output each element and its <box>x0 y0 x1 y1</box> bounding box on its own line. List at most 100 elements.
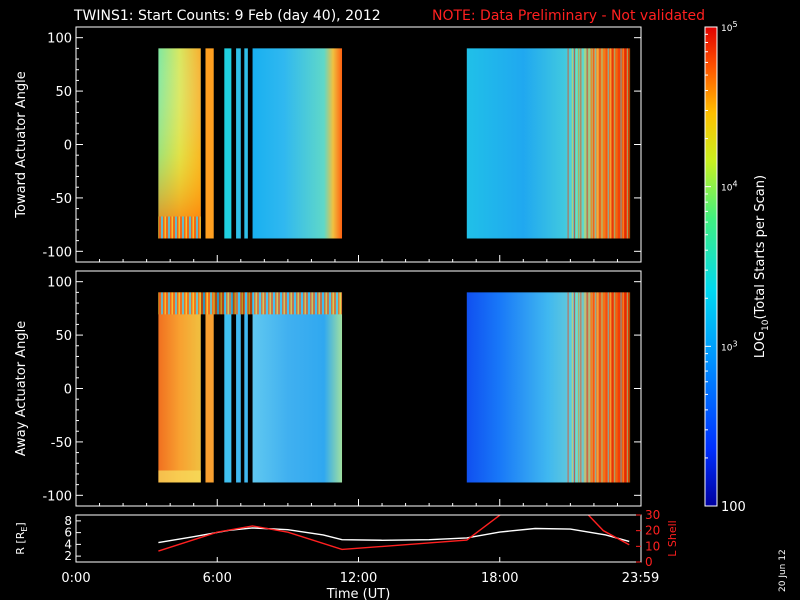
toward-variability-stripe <box>582 48 584 239</box>
toward-variability-stripe <box>601 48 603 239</box>
away-variability-stripe <box>582 292 584 483</box>
away-variability-stripe <box>616 292 618 483</box>
toward-data-block <box>244 48 248 239</box>
lshell-ytick-label: 20 <box>645 524 660 538</box>
toward-variability-stripe <box>569 48 571 239</box>
toward-variability-stripe <box>586 48 588 239</box>
data-note: NOTE: Data Preliminary - Not validated <box>432 8 705 24</box>
orbit-panel-frame <box>75 514 642 563</box>
away-variability-stripe <box>584 292 586 483</box>
away-bottom-edge <box>158 470 201 483</box>
toward-variability-stripe <box>624 48 626 239</box>
time-axis: 0:00 6:00 12:00 18:00 23:59 Time (UT) <box>61 571 659 600</box>
away-variability-stripe <box>592 292 595 483</box>
colorbar: 105 104 103 100 LOG10(Total Starts per Scan) <box>704 20 771 515</box>
toward-variability-stripe <box>603 48 605 239</box>
time-tick-label: 18:00 <box>481 571 518 586</box>
toward-edge-pattern <box>158 216 201 239</box>
away-data-block <box>205 292 214 483</box>
lshell-ytick-label: 0 <box>645 555 653 569</box>
toward-data-block <box>224 48 232 239</box>
plot-title: TWINS1: Start Counts: 9 Feb (day 40), 20… <box>73 8 381 24</box>
lshell-axis-label: L Shell <box>666 520 679 556</box>
lshell-ytick-label: 30 <box>645 508 660 522</box>
away-ylabel: Away Actuator Angle <box>14 321 29 456</box>
toward-variability-stripe <box>607 48 609 239</box>
away-variability-stripe <box>595 292 597 483</box>
away-data-block <box>224 292 232 483</box>
away-variability-stripe <box>567 292 569 483</box>
away-variability-stripe <box>590 292 593 483</box>
away-variability-stripe <box>597 292 599 483</box>
toward-low-angle-enhancement <box>158 48 201 239</box>
r-ytick-label: 6 <box>64 526 72 540</box>
away-variability-stripe <box>609 292 612 483</box>
toward-variability-stripe <box>584 48 586 239</box>
away-variability-stripe <box>626 292 629 483</box>
toward-variability-stripe <box>620 48 622 239</box>
away-variability-stripe <box>622 292 624 483</box>
colorbar-tick-label: 104 <box>721 180 738 194</box>
away-variability-stripe <box>580 292 582 483</box>
toward-data-block <box>252 48 343 239</box>
away-data-block <box>466 292 630 483</box>
toward-variability-stripe <box>626 48 629 239</box>
away-variability-stripe <box>628 292 631 483</box>
toward-heatmap-panel: 100 50 0 -50 -100 Toward Actuator Angle <box>14 26 642 263</box>
away-variability-stripe <box>601 292 603 483</box>
away-data-block <box>252 292 343 483</box>
colorbar-tick-label: 100 <box>721 500 746 515</box>
away-variability-stripe <box>607 292 609 483</box>
date-stamp: 20 Jun 12 <box>778 549 788 592</box>
toward-ylabel: Toward Actuator Angle <box>14 71 29 218</box>
time-axis-label: Time (UT) <box>326 587 391 600</box>
away-data-block <box>236 292 241 483</box>
time-tick-label: 6:00 <box>203 571 232 586</box>
r-axis-label: R [RE] <box>14 522 29 554</box>
toward-data-block <box>466 48 630 239</box>
toward-variability-stripe <box>605 48 607 239</box>
toward-variability-stripe <box>618 48 620 239</box>
colorbar-gradient <box>704 26 718 507</box>
toward-variability-stripe <box>622 48 624 239</box>
toward-data-block <box>205 48 214 239</box>
toward-variability-stripe <box>571 48 573 239</box>
away-variability-stripe <box>571 292 573 483</box>
away-variability-stripe <box>573 292 576 483</box>
toward-ytick-label: -100 <box>42 245 72 260</box>
lshell-ytick-label: 10 <box>645 539 660 553</box>
away-data-block <box>158 292 201 483</box>
away-variability-stripe <box>618 292 620 483</box>
time-tick-label: 23:59 <box>622 571 659 586</box>
away-data-block <box>244 292 248 483</box>
toward-variability-stripe <box>590 48 593 239</box>
away-variability-stripe <box>620 292 622 483</box>
away-variability-stripe <box>624 292 626 483</box>
away-variability-stripe <box>603 292 605 483</box>
away-variability-stripe <box>605 292 607 483</box>
colorbar-tick-label: 105 <box>721 20 738 34</box>
r-ytick-label: 8 <box>64 514 72 528</box>
toward-variability-stripe <box>592 48 595 239</box>
r-distance-line <box>158 527 630 544</box>
toward-variability-stripe <box>628 48 631 239</box>
toward-variability-stripe <box>614 48 616 239</box>
time-tick-label: 0:00 <box>61 571 90 586</box>
away-top-edge-pattern <box>158 292 343 315</box>
toward-variability-stripe <box>588 48 590 239</box>
toward-variability-stripe <box>578 48 580 239</box>
toward-ytick-label: 0 <box>64 139 72 154</box>
away-ytick-label: 50 <box>55 329 72 344</box>
away-heatmap-panel: 100 50 0 -50 -100 Away Actuator Angle <box>14 270 642 507</box>
away-variability-stripe <box>569 292 571 483</box>
toward-variability-stripe <box>616 48 618 239</box>
colorbar-tick-label: 103 <box>721 339 738 353</box>
toward-ytick-label: -50 <box>51 192 72 207</box>
toward-ytick-label: 100 <box>47 32 72 47</box>
time-tick-label: 12:00 <box>340 571 377 586</box>
toward-variability-stripe <box>580 48 582 239</box>
r-ytick-label: 4 <box>64 537 72 551</box>
